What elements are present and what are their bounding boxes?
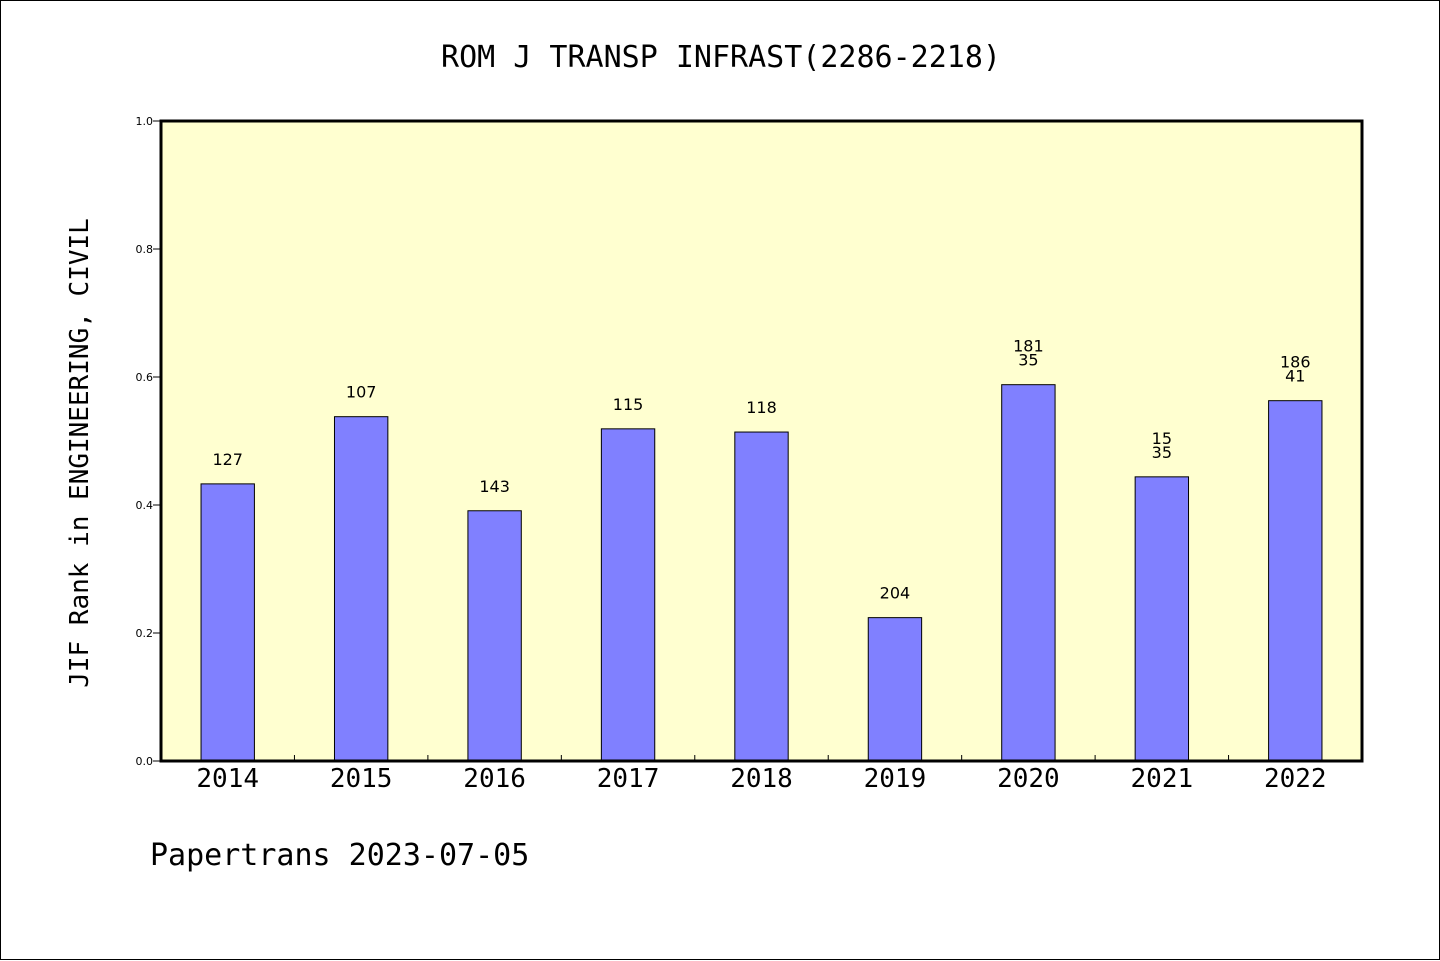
x-tick-label: 2022: [1264, 764, 1327, 794]
bars-group: [200, 384, 1323, 762]
bar-2021: [1134, 476, 1190, 762]
x-tick-label: 2017: [597, 764, 660, 794]
x-tick-label: 2015: [330, 764, 393, 794]
bar-2016: [467, 510, 522, 762]
plot-border: [159, 119, 1364, 763]
bar-2017: [600, 428, 656, 762]
bar-value-label: 143: [479, 477, 510, 496]
bar-2019: [867, 617, 923, 762]
y-tick-label: 0.0: [136, 755, 154, 768]
bar-value-label: 186: [1280, 353, 1311, 372]
chart-title: ROM J TRANSP INFRAST(2286-2218): [441, 40, 1001, 75]
x-tick-label: 2021: [1131, 764, 1194, 794]
bar-value-label: 15: [1152, 429, 1172, 448]
footer-text: Papertrans 2023-07-05: [150, 838, 529, 873]
y-tick-label: 0.2: [136, 627, 154, 640]
bar-2014: [200, 483, 255, 762]
bar-2015: [333, 416, 389, 762]
bar-value-label: 41: [1285, 367, 1305, 386]
x-tick-label: 2014: [196, 764, 259, 794]
bar-value-label: 204: [880, 584, 911, 603]
bar-value-label: 127: [212, 450, 243, 469]
y-tick-label: 0.6: [136, 371, 154, 384]
x-tick-label: 2020: [997, 764, 1060, 794]
bar-value-label: 35: [1152, 443, 1172, 462]
y-axis-ticks: 0.0 0.2 0.4 0.6 0.8 1.0: [136, 115, 161, 768]
y-tick-label: 1.0: [136, 115, 154, 128]
bar-2022: [1268, 400, 1323, 762]
bar-value-label: 118: [746, 398, 777, 417]
bar-value-label: 181: [1013, 337, 1044, 356]
x-tick-label: 2016: [463, 764, 526, 794]
x-tick-label: 2018: [730, 764, 793, 794]
y-tick-label: 0.8: [136, 243, 154, 256]
bar-2020: [1001, 384, 1056, 762]
y-axis-label: JIF Rank in ENGINEERING, CIVIL: [65, 218, 95, 688]
bar-value-label: 107: [346, 383, 377, 402]
x-tick-label: 2019: [864, 764, 927, 794]
bar-2018: [734, 431, 789, 762]
x-axis-ticks: 2014 2015 2016 2017 2018 2019 2020 2021 2022: [196, 755, 1327, 794]
y-tick-label: 0.4: [136, 499, 154, 512]
bar-value-label: 35: [1018, 351, 1038, 370]
bar-value-label: 115: [613, 395, 644, 414]
